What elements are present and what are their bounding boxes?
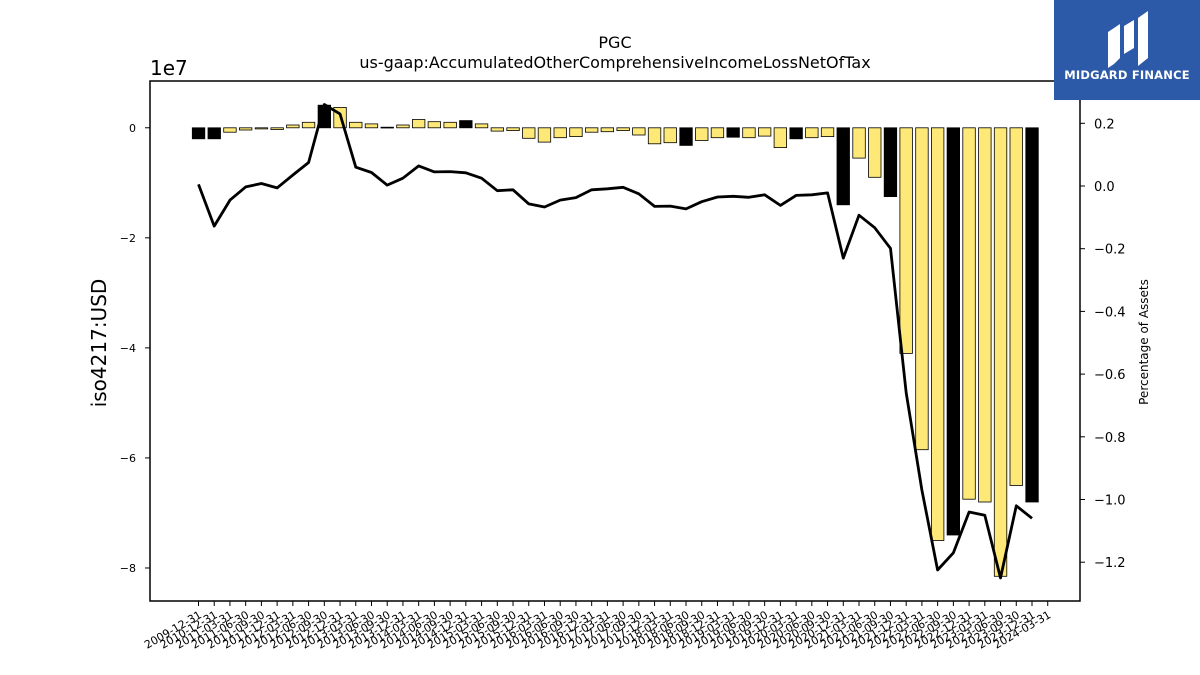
bar	[978, 127, 992, 503]
bar-series	[191, 104, 1039, 577]
bar	[207, 127, 221, 140]
bar	[411, 119, 426, 129]
bar	[1025, 127, 1039, 503]
bar	[946, 127, 960, 536]
bar	[301, 121, 316, 129]
plot-frame	[149, 80, 1081, 602]
y-offset-label: 1e7	[150, 56, 188, 80]
bar	[396, 124, 410, 129]
line-series	[197, 103, 1033, 580]
y-tick-label: −8	[120, 562, 136, 575]
chart-subtitle: us-gaap:AccumulatedOtherComprehensiveInc…	[359, 53, 870, 72]
bar	[553, 127, 567, 139]
bar	[238, 127, 253, 131]
bar	[223, 127, 237, 133]
y2-tick-label: −0.8	[1094, 431, 1126, 446]
y2-tick-label: −1.2	[1094, 556, 1126, 571]
bar	[522, 127, 536, 139]
y2-tick-label: −0.2	[1094, 243, 1126, 258]
bar	[758, 127, 772, 137]
bar	[490, 127, 505, 132]
bar	[270, 127, 284, 130]
bar	[852, 127, 866, 159]
bar	[663, 127, 677, 144]
x-axis-ticks: 2009-12-312010-12-312011-03-312011-06-30…	[142, 601, 1053, 652]
y-axis-ticks: 0 −2 −4 −6 −8	[120, 122, 150, 575]
bar	[773, 127, 787, 149]
bar	[931, 127, 945, 541]
y-tick-label: −6	[120, 452, 136, 465]
y2-tick-label: −1.0	[1094, 494, 1126, 509]
bar	[600, 127, 614, 133]
bar	[569, 127, 583, 138]
bar	[1009, 127, 1023, 486]
y-axis-label: iso4217:USD	[87, 279, 111, 408]
bar	[710, 127, 725, 139]
bar	[726, 127, 740, 138]
bar	[349, 121, 363, 129]
y2-axis-ticks: 0.2 0.0 −0.2 −0.4 −0.6 −0.8 −1.0 −1.2	[1080, 117, 1126, 571]
y2-tick-label: 0.0	[1094, 180, 1115, 195]
bar	[364, 123, 379, 129]
y2-tick-label: −0.6	[1094, 368, 1126, 383]
bar	[962, 127, 976, 500]
logo-mark-icon	[1108, 11, 1148, 68]
bar	[805, 127, 819, 139]
bar	[459, 120, 473, 129]
bar	[868, 127, 882, 178]
y-tick-label: −2	[120, 232, 136, 245]
y-tick-label: −4	[120, 342, 136, 355]
bar	[585, 127, 599, 133]
bar	[647, 127, 662, 145]
bar	[789, 127, 803, 140]
bar	[993, 127, 1008, 577]
bar	[820, 127, 835, 138]
y2-tick-label: 0.2	[1094, 117, 1115, 132]
bar	[286, 124, 300, 129]
bar	[915, 127, 929, 451]
bar	[616, 127, 630, 132]
bar	[742, 127, 756, 139]
bar	[191, 127, 206, 140]
bar	[632, 127, 646, 136]
bar	[695, 127, 709, 141]
bar	[883, 127, 898, 198]
line-series-path	[197, 103, 1033, 580]
brand-name: MIDGARD FINANCE	[1064, 68, 1190, 82]
bar	[506, 127, 520, 132]
bar	[899, 127, 913, 354]
brand-logo: MIDGARD FINANCE	[1054, 0, 1200, 100]
bar	[679, 127, 693, 146]
y2-axis-label: Percentage of Assets	[1137, 279, 1151, 405]
bar	[474, 123, 489, 129]
bar	[380, 126, 394, 129]
y-tick-label: 0	[129, 122, 136, 135]
bar	[443, 121, 457, 129]
bar	[254, 127, 269, 130]
bar	[836, 127, 850, 206]
y2-tick-label: −0.4	[1094, 305, 1126, 320]
bar	[537, 127, 552, 143]
bar	[427, 121, 442, 129]
chart-title: PGC	[598, 33, 631, 52]
